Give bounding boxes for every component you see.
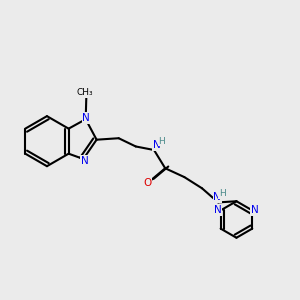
Text: N: N xyxy=(81,156,88,166)
Text: N: N xyxy=(251,205,259,215)
Text: N: N xyxy=(213,192,221,202)
Text: N: N xyxy=(82,113,90,123)
Text: CH₃: CH₃ xyxy=(76,88,93,97)
Text: O: O xyxy=(143,178,152,188)
Text: H: H xyxy=(158,137,165,146)
Text: N: N xyxy=(153,140,161,150)
Text: N: N xyxy=(214,205,222,215)
Text: H: H xyxy=(219,189,226,198)
